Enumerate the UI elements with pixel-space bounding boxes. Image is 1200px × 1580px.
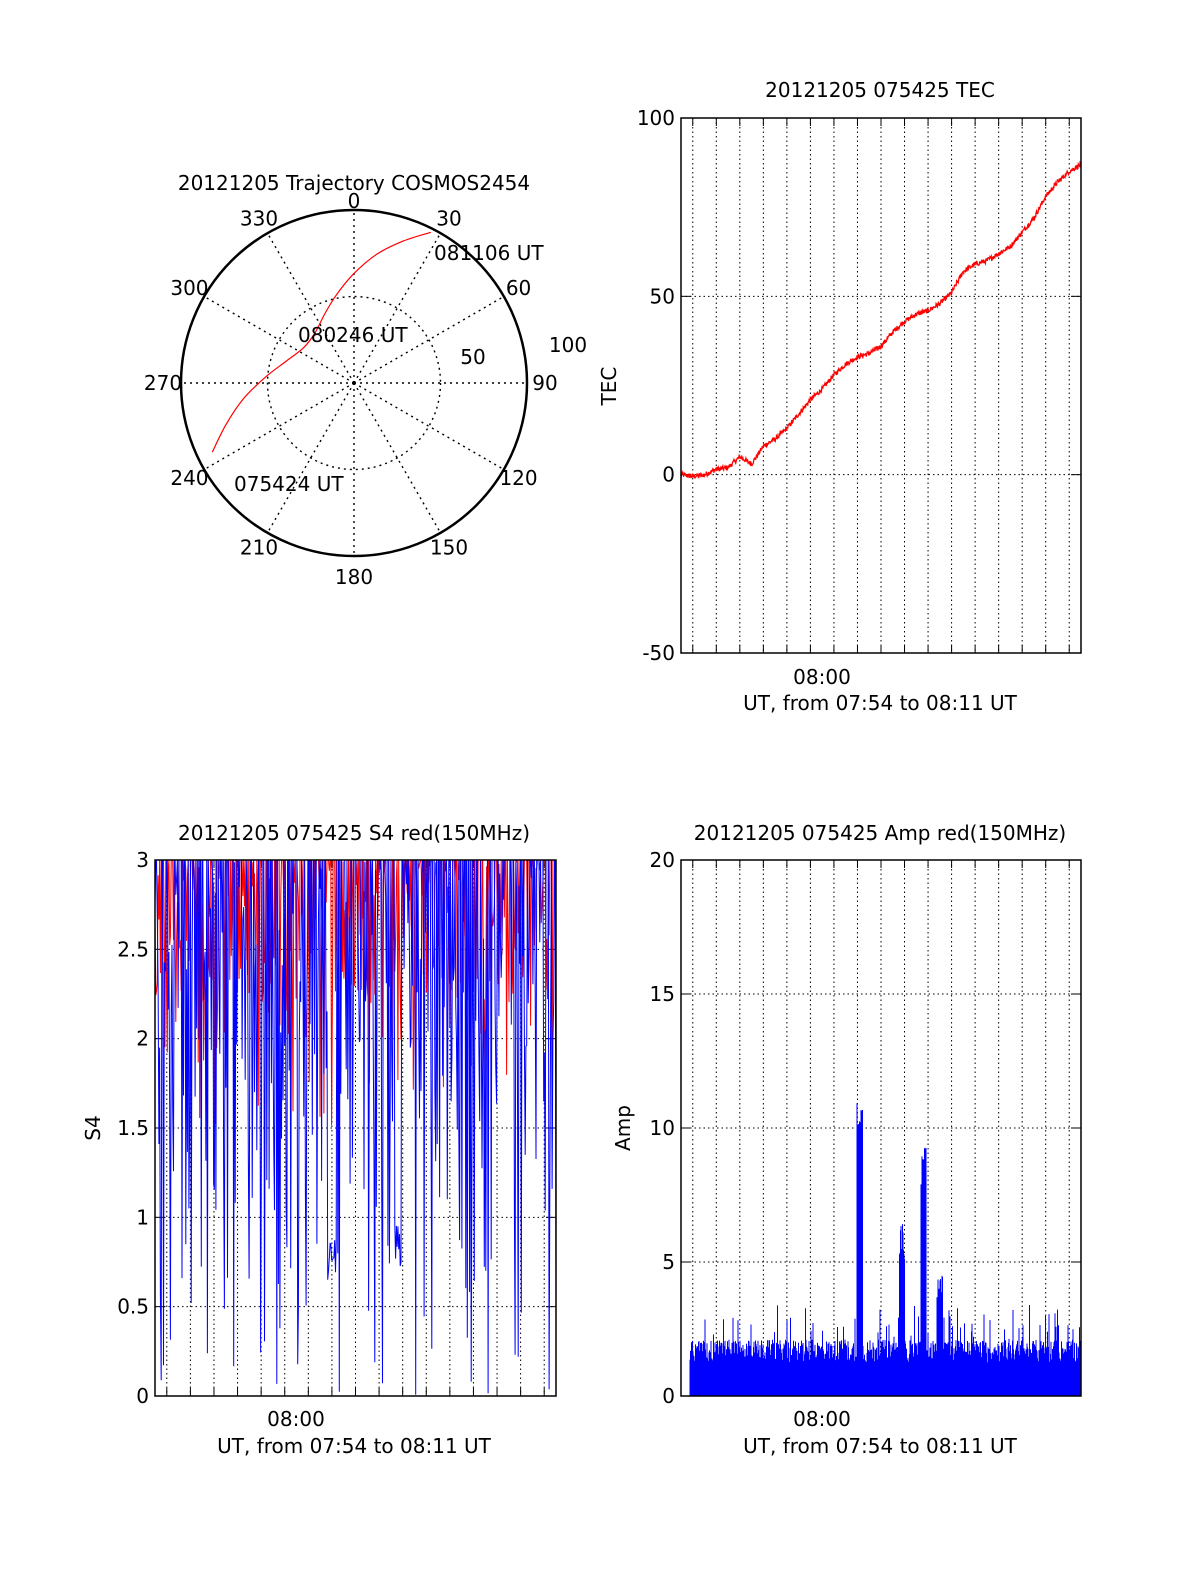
polar-spoke-330 [266, 232, 355, 384]
s4-ytick-label: 0 [136, 1384, 149, 1408]
trajectory-line [211, 231, 431, 453]
s4-ytick-label: 2 [136, 1027, 149, 1051]
tec-title: 20121205 075425 TEC [765, 78, 995, 102]
polar-angle-label-300: 300 [170, 276, 208, 300]
amp-series-bars [689, 1103, 1082, 1396]
polar-radial-label-50: 50 [460, 345, 485, 369]
polar-spoke-60 [353, 295, 505, 384]
tec-x-tick-label: 08:00 [793, 665, 851, 689]
tec-panel: 20121205 075425 TEC -50 0 50 100 08:00 UT, … [597, 78, 1082, 715]
polar-angle-label-210: 210 [240, 536, 278, 560]
s4-ytick-label: 3 [136, 848, 149, 872]
polar-spoke-150 [353, 382, 442, 534]
amp-panel: 20121205 075425 Amp red(150MHz) 0 5 10 15 20… [611, 821, 1082, 1458]
amp-ytick-label: 20 [650, 848, 675, 872]
amp-ytick-label: 15 [650, 982, 675, 1006]
polar-outer-ring [179, 208, 529, 558]
s4-ytick-label: 0.5 [117, 1295, 149, 1319]
polar-spoke-30 [353, 232, 442, 384]
polar-angle-label-150: 150 [430, 536, 468, 560]
tec-plot-frame [680, 117, 1082, 654]
polar-angle-label-30: 30 [436, 206, 461, 230]
trajectory-middle-time: 080246 UT [298, 323, 408, 347]
s4-ytick-label: 1.5 [117, 1116, 149, 1140]
s4-ytick-label: 2.5 [117, 937, 149, 961]
polar-angle-label-90: 90 [532, 371, 557, 395]
polar-angle-label-240: 240 [170, 466, 208, 490]
s4-y-tick-labels: 0 0.5 1 1.5 2 2.5 3 [117, 848, 149, 1408]
polar-angle-label-60: 60 [506, 276, 531, 300]
tec-ytick-label: 0 [662, 463, 675, 487]
polar-trajectory-panel: 20121205 Trajectory COSMOS2454 0 30 60 90 12… [144, 171, 587, 589]
tec-y-axis-label: TEC [597, 367, 621, 407]
tec-y-tick-labels: -50 0 50 100 [637, 106, 675, 665]
amp-y-axis-label: Amp [611, 1105, 635, 1151]
amp-grid [681, 859, 1081, 1397]
polar-ring-50 [266, 295, 442, 471]
amp-ytick-label: 10 [650, 1116, 675, 1140]
s4-grid [155, 859, 556, 1397]
tec-series-line [680, 160, 1082, 480]
tec-ytick-label: -50 [642, 641, 675, 665]
amp-x-tick-label: 08:00 [793, 1407, 851, 1431]
amp-ytick-label: 5 [662, 1250, 675, 1274]
polar-spoke-300 [203, 295, 355, 384]
s4-title: 20121205 075425 S4 red(150MHz) [178, 821, 530, 845]
tec-x-axis-label: UT, from 07:54 to 08:11 UT [743, 691, 1018, 715]
trajectory-end-time: 081106 UT [434, 241, 544, 265]
polar-title: 20121205 Trajectory COSMOS2454 [178, 171, 530, 195]
tec-grid [681, 117, 1081, 654]
polar-grid [181, 210, 527, 556]
amp-plot-frame [680, 859, 1082, 1397]
polar-angle-label-0: 0 [348, 189, 361, 213]
polar-spoke-120 [353, 382, 505, 471]
s4-x-axis-label: UT, from 07:54 to 08:11 UT [217, 1434, 492, 1458]
amp-y-tick-labels: 0 5 10 15 20 [650, 848, 675, 1408]
s4-blue-series [154, 859, 557, 1395]
amp-title: 20121205 075425 Amp red(150MHz) [694, 821, 1066, 845]
polar-spoke-240 [203, 382, 355, 471]
polar-radial-label-100: 100 [549, 333, 587, 357]
polar-spoke-210 [266, 382, 355, 534]
polar-angle-labels: 0 30 60 90 120 150 180 210 240 270 300 330 [144, 189, 558, 589]
polar-angle-label-120: 120 [499, 466, 537, 490]
s4-ytick-label: 1 [136, 1205, 149, 1229]
polar-angle-label-180: 180 [335, 565, 373, 589]
trajectory-start-time: 075424 UT [234, 472, 344, 496]
amp-ytick-label: 0 [662, 1384, 675, 1408]
amp-x-axis-label: UT, from 07:54 to 08:11 UT [743, 1434, 1018, 1458]
tec-ytick-label: 50 [650, 284, 675, 308]
s4-panel: 20121205 075425 S4 red(150MHz) 0 0.5 1 1.5 2… [81, 821, 557, 1458]
polar-angle-label-330: 330 [240, 206, 278, 230]
tec-ytick-label: 100 [637, 106, 675, 130]
s4-y-axis-label: S4 [81, 1115, 105, 1140]
polar-angle-label-270: 270 [144, 371, 182, 395]
s4-x-tick-label: 08:00 [267, 1407, 325, 1431]
s4-plot-frame [154, 859, 557, 1397]
